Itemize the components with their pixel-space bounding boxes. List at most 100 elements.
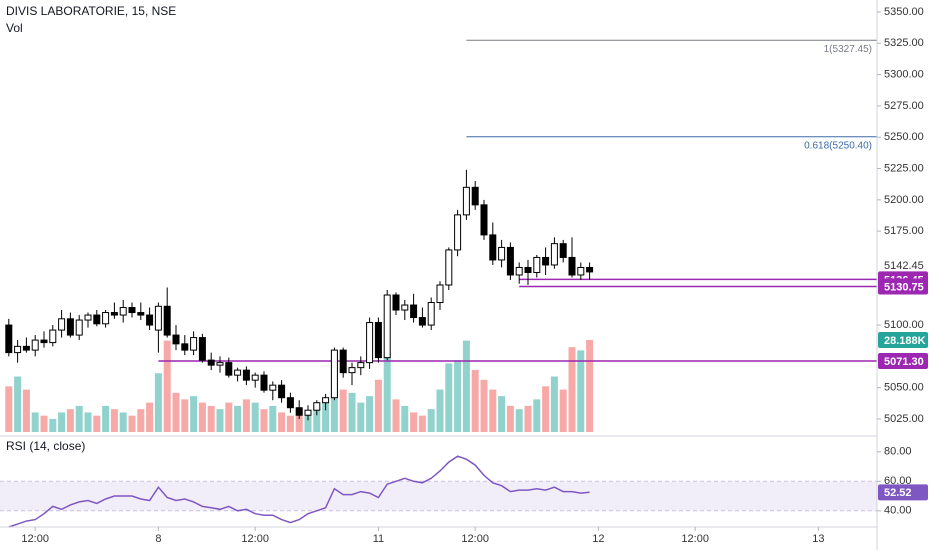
volume-bar xyxy=(49,418,57,432)
volume-bar xyxy=(278,412,286,432)
volume-bar xyxy=(225,402,233,432)
candle-body xyxy=(348,367,356,374)
candle-body xyxy=(216,362,224,366)
volume-bar xyxy=(550,376,558,432)
y-tick-label: 60.00 xyxy=(884,475,912,487)
candle-body xyxy=(225,362,233,376)
candle-body xyxy=(75,319,83,336)
candle-body xyxy=(410,304,418,319)
volume-bar xyxy=(418,415,426,432)
candle-body xyxy=(163,305,171,336)
candle-body xyxy=(542,256,550,266)
y-tick-label: 5100.00 xyxy=(884,319,924,331)
y-tick-label: 5300.00 xyxy=(884,69,924,81)
candle-body xyxy=(251,374,259,381)
volume-bar xyxy=(154,373,162,432)
volume-bar xyxy=(172,392,180,432)
candle-body xyxy=(462,186,470,216)
volume-bar xyxy=(471,369,479,432)
candle-body xyxy=(524,266,532,273)
candle-body xyxy=(14,345,22,354)
candle-body xyxy=(498,246,506,261)
volume-bar xyxy=(31,412,39,432)
y-tick-label: 5250.00 xyxy=(884,131,924,143)
volume-bar xyxy=(533,399,541,432)
candle-body xyxy=(445,249,453,286)
volume-bar xyxy=(295,409,303,432)
volume-bar xyxy=(163,340,171,432)
candle-body xyxy=(577,266,585,276)
candle-body xyxy=(568,256,576,276)
volume-bar xyxy=(75,405,83,432)
volume-bar xyxy=(304,412,312,432)
candle-body xyxy=(322,397,330,404)
candle-body xyxy=(471,186,479,206)
chart-title: DIVIS LABORATORIE, 15, NSE xyxy=(6,4,176,18)
candle-body xyxy=(401,304,409,311)
candle-body xyxy=(84,314,92,321)
axis-value-label: 5130.75 xyxy=(884,281,924,293)
axis-value-label: 28.188K xyxy=(884,335,926,347)
volume-bar xyxy=(66,409,74,432)
candle-body xyxy=(366,322,374,364)
x-tick-label: 12:00 xyxy=(241,533,269,545)
candle-body xyxy=(550,243,558,266)
volume-bar xyxy=(198,402,206,432)
axis-value-tag xyxy=(878,332,928,348)
volume-bar xyxy=(339,389,347,432)
volume-bar xyxy=(322,402,330,432)
candle-body xyxy=(374,322,382,359)
candle-body xyxy=(286,397,294,409)
volume-bar xyxy=(190,396,198,432)
volume-bar xyxy=(410,412,418,432)
volume-bar xyxy=(366,396,374,432)
volume-bar xyxy=(357,402,365,432)
volume-bar xyxy=(58,412,66,432)
y-tick-label: 5325.00 xyxy=(884,37,924,49)
candle-body xyxy=(533,256,541,273)
candle-body xyxy=(427,302,435,326)
volume-bar xyxy=(313,405,321,432)
candle-body xyxy=(93,314,101,325)
volume-bar xyxy=(84,412,92,432)
x-tick-label: 12:00 xyxy=(681,533,709,545)
volume-bar xyxy=(22,389,30,432)
candle-body xyxy=(242,369,250,381)
volume-bar xyxy=(427,409,435,432)
candle-body xyxy=(146,314,154,326)
volume-bar xyxy=(137,409,145,432)
axis-value-tag xyxy=(878,484,928,501)
candle-body xyxy=(119,307,127,316)
axis-value-label: 52.52 xyxy=(884,487,912,499)
volume-bar xyxy=(462,340,470,432)
y-tick-label: 5275.00 xyxy=(884,100,924,112)
candle-body xyxy=(330,349,338,399)
volume-bar xyxy=(445,363,453,432)
candle-body xyxy=(154,305,162,331)
volume-bar xyxy=(242,399,250,432)
rsi-line xyxy=(8,455,590,528)
candle-body xyxy=(454,214,462,251)
price-axis: 5350.00 5325.00 5300.00 5275.00 5250.00 5225.… xyxy=(877,6,928,517)
volume-title: Vol xyxy=(6,21,23,35)
y-tick-label: 5200.00 xyxy=(884,194,924,206)
volume-bar xyxy=(207,405,215,432)
volume-bar xyxy=(119,412,127,432)
volume-bar xyxy=(401,405,409,432)
candle-body xyxy=(172,334,180,345)
y-tick-label: 5025.00 xyxy=(884,413,924,425)
y-tick-label: 5050.00 xyxy=(884,382,924,394)
candle-body xyxy=(102,312,110,325)
candle-body xyxy=(128,307,136,314)
volume-bar xyxy=(489,389,497,432)
volume-bar xyxy=(128,415,136,432)
candle-body xyxy=(137,312,145,316)
volume-bar xyxy=(568,347,576,432)
candle-body xyxy=(515,266,523,276)
candle-body xyxy=(31,339,39,351)
candle-body xyxy=(269,384,277,391)
x-tick-label: 11 xyxy=(373,533,384,545)
y-tick-label: 5175.00 xyxy=(884,225,924,237)
level-label: 1(5327.45) xyxy=(824,44,872,55)
